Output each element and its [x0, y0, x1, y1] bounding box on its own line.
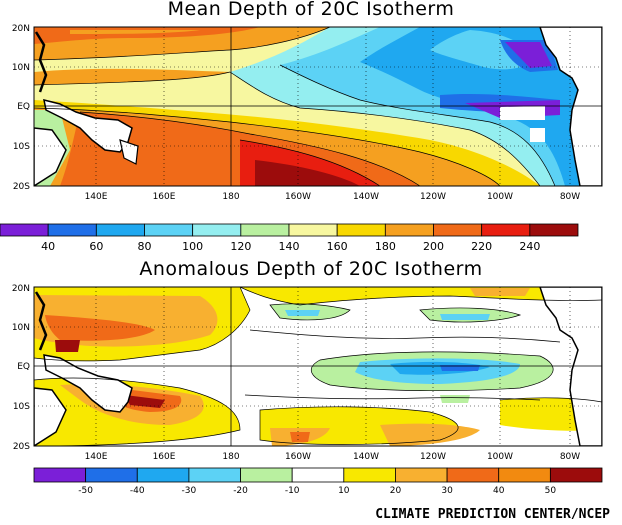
bottom-lat-10n: 10N [12, 323, 30, 333]
bottom-lon-180: 180 [222, 452, 239, 462]
colorbar-swatch [240, 223, 290, 237]
colorbar-swatch [549, 467, 603, 483]
mean-depth-map [33, 26, 603, 187]
colorbar-swatch [188, 467, 241, 483]
colorbar-label: 180 [375, 240, 396, 253]
colorbar-label: 100 [182, 240, 203, 253]
colorbar-label: 40 [493, 486, 505, 496]
colorbar-swatch [481, 223, 531, 237]
colorbar-label: 200 [423, 240, 444, 253]
bottom-lat-20s: 20S [13, 442, 30, 452]
top-lon-120w: 120W [420, 192, 446, 202]
top-lat-20s: 20S [13, 182, 30, 192]
colorbar-label: 120 [230, 240, 251, 253]
colorbar-swatch [433, 223, 483, 237]
top-lon-140w: 140W [353, 192, 379, 202]
anomaly-depth-map [33, 286, 603, 447]
bottom-lon-120w: 120W [420, 452, 446, 462]
bottom-lon-160w: 160W [285, 452, 311, 462]
colorbar-swatch [240, 467, 293, 483]
colorbar-swatch [95, 223, 145, 237]
colorbar-swatch [144, 223, 194, 237]
mean-depth-colorbar [0, 223, 579, 237]
colorbar-swatch [0, 223, 49, 237]
top-lat-20n: 20N [12, 24, 30, 34]
colorbar-label: 60 [89, 240, 103, 253]
colorbar-label: -50 [78, 486, 93, 496]
colorbar-swatch [47, 223, 97, 237]
colorbar-label: 80 [138, 240, 152, 253]
top-lon-140e: 140E [85, 192, 108, 202]
top-lon-160w: 160W [285, 192, 311, 202]
colorbar-label: 50 [545, 486, 557, 496]
bottom-lon-160e: 160E [153, 452, 176, 462]
colorbar-swatch [291, 467, 345, 483]
colorbar-label: 140 [279, 240, 300, 253]
colorbar-swatch [288, 223, 338, 237]
colorbar-swatch [192, 223, 242, 237]
colorbar-label: -40 [130, 486, 145, 496]
top-lon-180: 180 [222, 192, 239, 202]
colorbar-label: 40 [41, 240, 55, 253]
bottom-lon-80w: 80W [560, 452, 580, 462]
top-lon-100w: 100W [487, 192, 513, 202]
top-lon-80w: 80W [560, 192, 580, 202]
colorbar-label: 240 [519, 240, 540, 253]
bottom-lat-eq: EQ [17, 362, 30, 372]
colorbar-swatch [136, 467, 190, 483]
colorbar-swatch [85, 467, 138, 483]
colorbar-swatch [343, 467, 396, 483]
colorbar-swatch [384, 223, 434, 237]
colorbar-swatch [336, 223, 386, 237]
colorbar-label: 20 [390, 486, 402, 496]
footer-credit: CLIMATE PREDICTION CENTER/NCEP [375, 507, 610, 522]
colorbar-label: 10 [338, 486, 350, 496]
colorbar-label: -10 [285, 486, 300, 496]
colorbar-label: -30 [182, 486, 197, 496]
colorbar-label: 220 [471, 240, 492, 253]
anomaly-depth-title: Anomalous Depth of 20C Isotherm [139, 258, 483, 280]
colorbar-swatch [33, 467, 87, 483]
bottom-lon-140e: 140E [85, 452, 108, 462]
top-lat-10s: 10S [13, 142, 30, 152]
top-lon-160e: 160E [153, 192, 176, 202]
colorbar-swatch [446, 467, 500, 483]
top-lat-eq: EQ [17, 102, 30, 112]
colorbar-swatch [395, 467, 448, 483]
anomaly-depth-colorbar [33, 467, 603, 483]
bottom-lat-20n: 20N [12, 284, 30, 294]
colorbar-swatch [529, 223, 579, 237]
colorbar-label: 30 [441, 486, 453, 496]
bottom-lon-140w: 140W [353, 452, 379, 462]
colorbar-swatch [498, 467, 551, 483]
colorbar-label: -20 [233, 486, 248, 496]
bottom-lon-100w: 100W [487, 452, 513, 462]
mean-depth-title: Mean Depth of 20C Isotherm [167, 0, 455, 20]
bottom-lat-10s: 10S [13, 402, 30, 412]
top-lat-10n: 10N [12, 63, 30, 73]
colorbar-label: 160 [327, 240, 348, 253]
